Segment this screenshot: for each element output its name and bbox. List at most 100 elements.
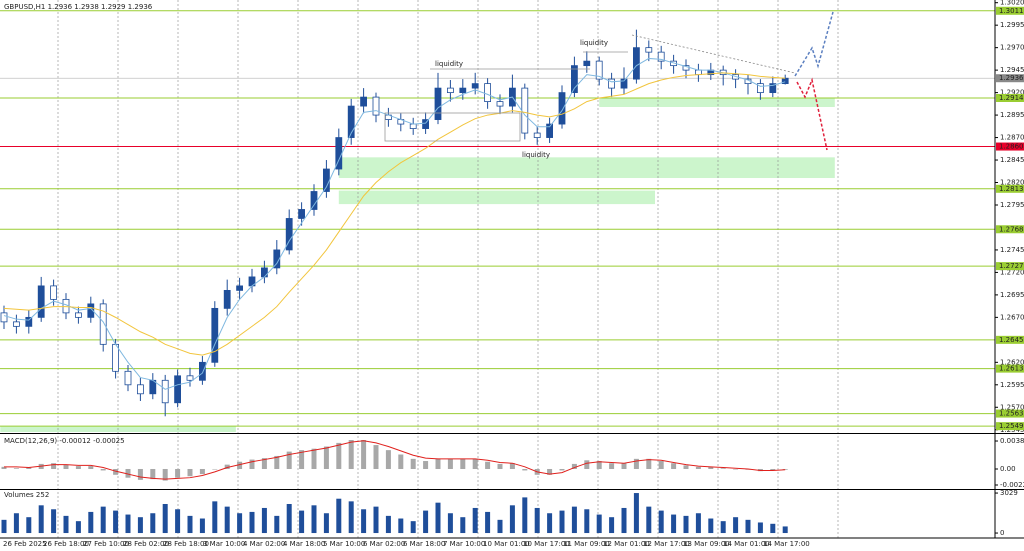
macd-bar <box>559 468 565 471</box>
volume-bar <box>38 505 44 534</box>
annotation: liquidity <box>435 60 463 68</box>
y-tick-label: 1.2995 <box>1000 21 1024 29</box>
macd-bar <box>88 466 94 469</box>
macd-bar <box>633 458 639 469</box>
macd-bar <box>13 468 19 469</box>
candle-body <box>112 343 119 372</box>
macd-bar <box>571 463 577 469</box>
macd-bar <box>782 468 788 470</box>
candle-body <box>769 83 777 94</box>
macd-bar <box>596 461 602 469</box>
level-label: 1.2914 <box>999 94 1024 102</box>
macd-bar <box>249 459 255 469</box>
candle-body <box>285 218 293 251</box>
macd-bar <box>497 463 503 469</box>
volume-bar <box>162 503 168 534</box>
macd-bar <box>658 461 664 469</box>
candle-body <box>558 92 566 125</box>
macd-bar <box>683 465 689 469</box>
volume-bar <box>683 515 689 534</box>
candle-body <box>347 105 355 138</box>
x-tick-label: 26 Feb 2025 <box>3 540 47 548</box>
level-label-box <box>996 422 1024 431</box>
macd-bar <box>584 460 590 469</box>
macd-bar <box>708 466 714 469</box>
macd-bar <box>720 468 726 469</box>
volume-bar <box>547 513 553 534</box>
volume-tick-label: 3029 <box>1000 489 1018 497</box>
macd-bar <box>187 468 193 477</box>
volume-bar <box>646 506 652 534</box>
macd-bar <box>472 458 478 469</box>
macd-bar <box>125 468 131 478</box>
candle-body <box>37 285 45 318</box>
volume-bar <box>720 521 726 534</box>
macd-bar <box>299 450 305 469</box>
y-tick-label: 1.3020 <box>1000 0 1024 7</box>
macd-bar <box>509 463 515 469</box>
candle-body <box>409 123 417 129</box>
candle-body <box>211 307 219 363</box>
volume-bar <box>13 513 19 534</box>
macd-bar <box>423 461 429 469</box>
volume-bar <box>224 506 230 534</box>
volume-bar <box>75 521 81 534</box>
macd-bar <box>695 466 701 469</box>
zone <box>338 190 655 205</box>
candle-body <box>260 267 268 278</box>
level-label: 1.2613 <box>999 365 1024 373</box>
candle-body <box>75 312 82 318</box>
macd-bar <box>609 463 615 469</box>
volume-bar <box>584 509 590 534</box>
volume-bar <box>559 510 565 534</box>
candle-body <box>695 69 702 76</box>
volume-bar <box>137 517 143 534</box>
volume-bar <box>63 515 69 534</box>
candle-body <box>633 47 640 80</box>
marks <box>0 29 789 534</box>
macd-bar <box>435 458 441 469</box>
candle-body <box>471 83 479 89</box>
macd-bar <box>671 463 677 469</box>
candle-body <box>99 303 107 345</box>
volume-bar <box>373 506 379 534</box>
candle-body <box>310 191 318 210</box>
macd-bar <box>621 463 627 469</box>
candle-body <box>620 78 628 89</box>
zone <box>338 157 835 179</box>
candle-body <box>186 375 194 381</box>
volume-bar <box>671 514 677 534</box>
volume-bar <box>708 518 714 534</box>
level-label: 1.2549 <box>999 422 1024 430</box>
candle-body <box>124 370 132 386</box>
volume-bar <box>398 518 404 534</box>
volume-bar <box>460 517 466 534</box>
volume-bar <box>621 507 627 534</box>
level-label-box <box>996 93 1024 102</box>
y-tick-label: 1.2820 <box>1000 179 1024 187</box>
volume-bar <box>571 506 577 534</box>
volume-bar <box>286 503 292 534</box>
volume-bar <box>323 513 329 534</box>
candle-body <box>459 87 467 94</box>
level-label-box <box>996 364 1024 373</box>
volume-bar <box>348 501 354 534</box>
level-label: 1.2860 <box>999 143 1024 151</box>
level-label: 1.2727 <box>999 262 1024 270</box>
volume-bar <box>745 519 751 534</box>
candle-body <box>571 65 578 94</box>
volume-bar <box>410 521 416 534</box>
macd-bar <box>199 468 205 475</box>
macd-bar <box>63 464 69 469</box>
annotation: liquidity <box>522 151 550 159</box>
x-tick-label: 5 Mar 10:00 <box>323 540 365 548</box>
level-label: 1.3011 <box>999 7 1024 15</box>
candle-body <box>546 123 553 138</box>
volume-bar <box>782 526 788 534</box>
liquidity-box <box>384 112 521 142</box>
volume-bar <box>249 511 255 534</box>
x-tick-label: 11 Mar 09:00 <box>563 540 610 548</box>
volume-bar <box>633 493 639 534</box>
level-label-box <box>996 262 1024 271</box>
